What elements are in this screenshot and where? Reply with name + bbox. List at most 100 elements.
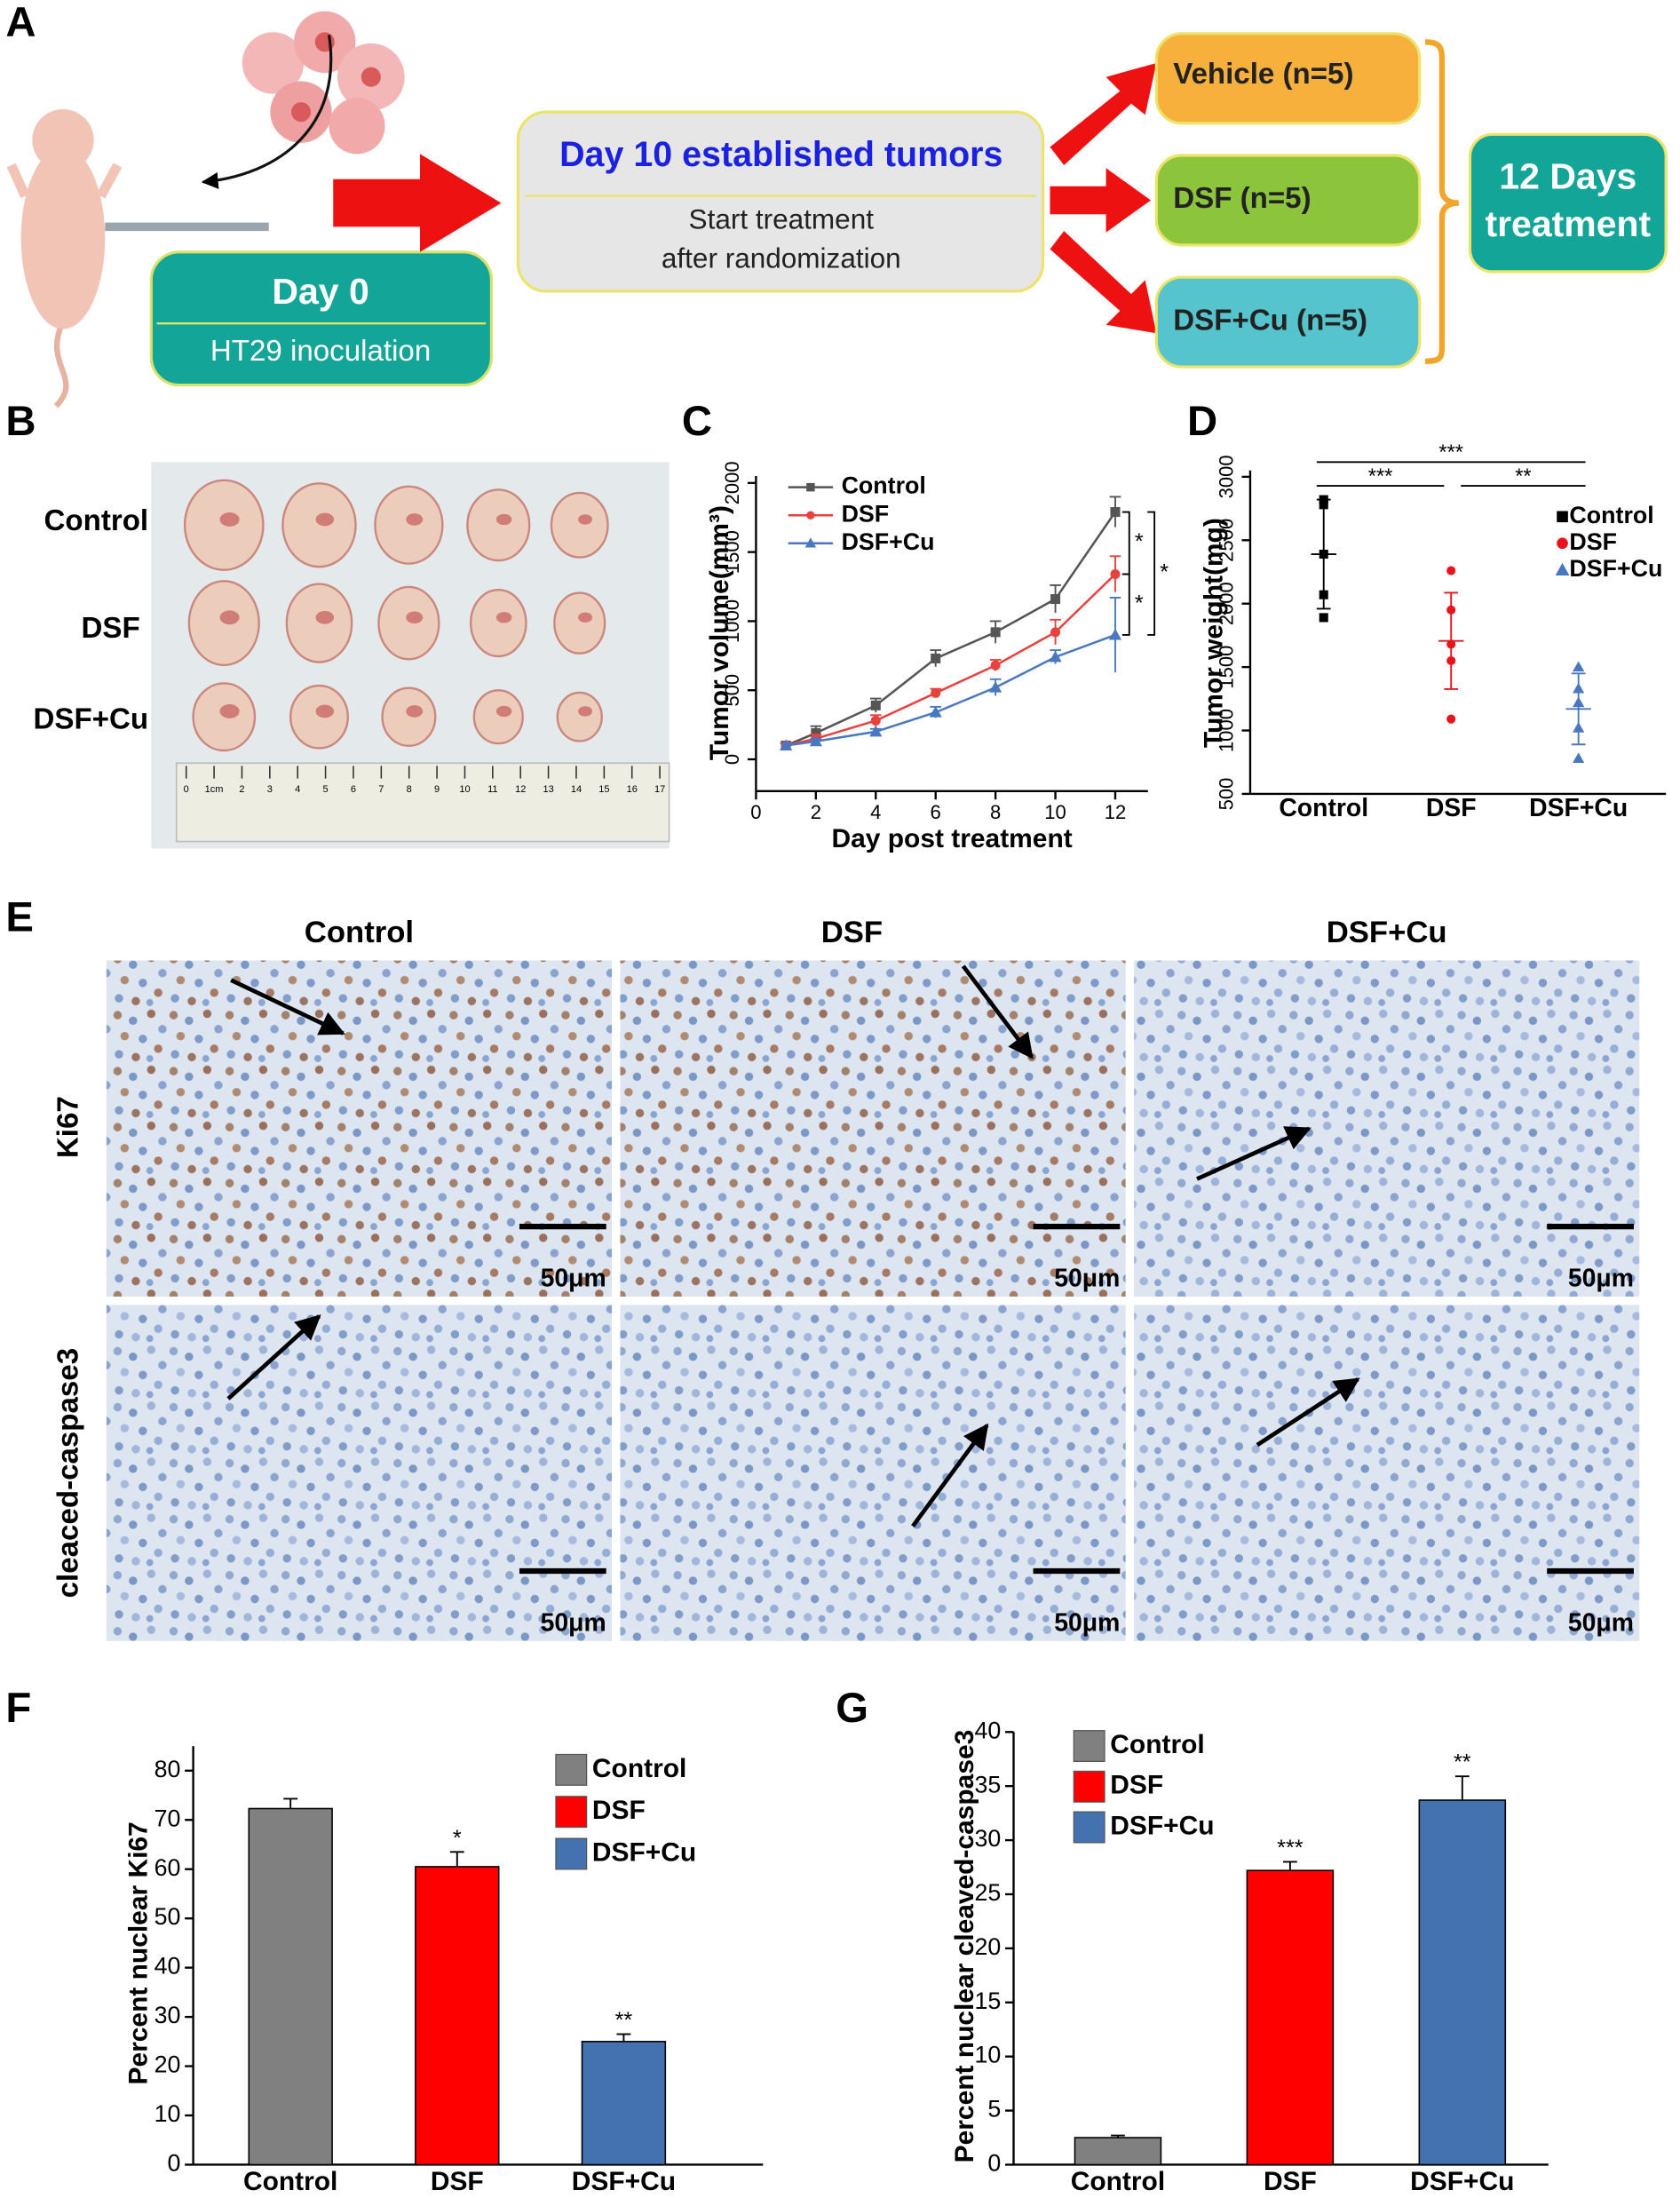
significance-label: *	[453, 1826, 462, 1851]
tumor	[381, 686, 437, 747]
ruler-label: 7	[378, 784, 384, 795]
randomization-text: after randomization	[662, 242, 901, 274]
ruler-label: 3	[267, 784, 273, 795]
tumors	[183, 479, 609, 752]
x-tick-label: Control	[1279, 794, 1368, 822]
y-tick-label: 0	[987, 2150, 1001, 2177]
bar	[581, 2041, 667, 2166]
tumor	[556, 691, 603, 742]
marker	[1319, 495, 1328, 504]
marker	[1049, 650, 1062, 663]
y-tick-label: 20	[155, 2051, 181, 2078]
significance-bracket	[1121, 573, 1130, 636]
significance-label: *	[1135, 529, 1144, 554]
panel-label: E	[5, 893, 34, 940]
x-tick-label: DSF	[431, 2167, 484, 2196]
marker	[1573, 682, 1585, 694]
y-tick-label: 25	[975, 1879, 1002, 1906]
ruler-label: 17	[654, 784, 665, 795]
y-tick-label: 1500	[721, 530, 743, 574]
marker	[931, 687, 941, 698]
bracket	[1424, 39, 1460, 364]
duration-text: treatment	[1485, 203, 1651, 244]
ruler-label: 16	[627, 784, 638, 795]
y-tick-label: 30	[155, 2002, 181, 2028]
row-label: cleaced-caspase3	[52, 1348, 85, 1599]
x-tick-label: 12	[1105, 801, 1127, 823]
legend-label: Control	[592, 1754, 686, 1783]
tumor-spot	[406, 611, 424, 624]
ihc-grid: Control DSF DSF+Cu Ki67 cleaced-caspase3 50μm…	[52, 916, 1640, 1641]
scale-label: 50μm	[1568, 1608, 1634, 1637]
tumor-spot	[219, 512, 240, 527]
legend-label: DSF	[842, 500, 890, 527]
column-label: DSF	[821, 916, 883, 949]
ruler-label: 12	[515, 784, 526, 795]
tumor	[285, 583, 353, 663]
significance-label: **	[1454, 1750, 1471, 1775]
marker	[1446, 566, 1456, 575]
y-tick-label: 10	[155, 2100, 181, 2127]
panel-label: C	[682, 398, 712, 445]
tumor-spot	[219, 610, 240, 625]
bar	[1418, 1799, 1507, 2166]
randomization-box	[516, 110, 1045, 293]
marker	[1050, 594, 1061, 605]
panel-label: A	[5, 0, 36, 46]
y-tick-label: 40	[155, 1953, 181, 1980]
marker	[1557, 511, 1568, 523]
marker	[1110, 506, 1121, 518]
series-line	[785, 573, 1116, 747]
day0-title: Day 0	[272, 271, 368, 312]
group-box	[1154, 154, 1422, 247]
tumor	[553, 591, 606, 655]
tumor-spot	[578, 706, 592, 717]
y-tick-label: 1500	[1216, 646, 1238, 689]
legend-label: DSF+Cu	[1569, 555, 1662, 582]
bar	[1074, 2137, 1162, 2166]
tumor-spot	[315, 610, 335, 624]
marker	[931, 653, 941, 663]
marker	[1446, 714, 1456, 724]
arrow	[230, 978, 345, 1036]
group-box	[1154, 32, 1422, 125]
ruler-label: 11	[487, 784, 497, 795]
legend-swatch	[1073, 1730, 1105, 1763]
y-tick-label: 70	[155, 1805, 181, 1831]
arrow	[1196, 1126, 1312, 1181]
marker	[990, 660, 1001, 671]
x-tick-label: 0	[750, 801, 761, 823]
tumor-spot	[219, 704, 240, 718]
randomization-title: Day 10 established tumors	[559, 135, 1002, 174]
panel-label: F	[5, 1685, 31, 1732]
ihc-image	[1134, 960, 1640, 1297]
x-tick-label: DSF+Cu	[1529, 794, 1628, 822]
significance-label: **	[1515, 465, 1531, 488]
marker	[1050, 627, 1061, 638]
significance-label: **	[615, 2008, 633, 2033]
group-label: Vehicle (n=5)	[1173, 58, 1353, 91]
marker	[809, 734, 822, 747]
y-tick-label: 0	[721, 754, 743, 765]
marker	[1319, 590, 1328, 599]
x-tick-label: DSF	[1264, 2167, 1317, 2196]
marker	[1446, 639, 1456, 649]
ihc-image	[106, 960, 613, 1297]
tumor	[377, 585, 440, 661]
ruler-label: 14	[571, 784, 582, 795]
y-tick-label: 35	[975, 1771, 1002, 1797]
marker	[806, 511, 815, 520]
tumor	[550, 491, 609, 559]
marker	[1108, 628, 1122, 640]
marker	[1555, 562, 1570, 575]
tumor-spot	[495, 705, 512, 718]
scale-label: 50μm	[541, 1265, 606, 1293]
y-tick-label: 15	[975, 1988, 1002, 2014]
y-tick-label: 500	[721, 674, 743, 707]
y-tick-label: 2000	[1216, 582, 1238, 625]
tumor-spot	[406, 513, 424, 526]
ruler-label: 4	[295, 784, 300, 795]
y-tick-label: 500	[1216, 778, 1238, 811]
arrow	[1050, 62, 1157, 166]
ruler-label: 15	[598, 784, 609, 795]
